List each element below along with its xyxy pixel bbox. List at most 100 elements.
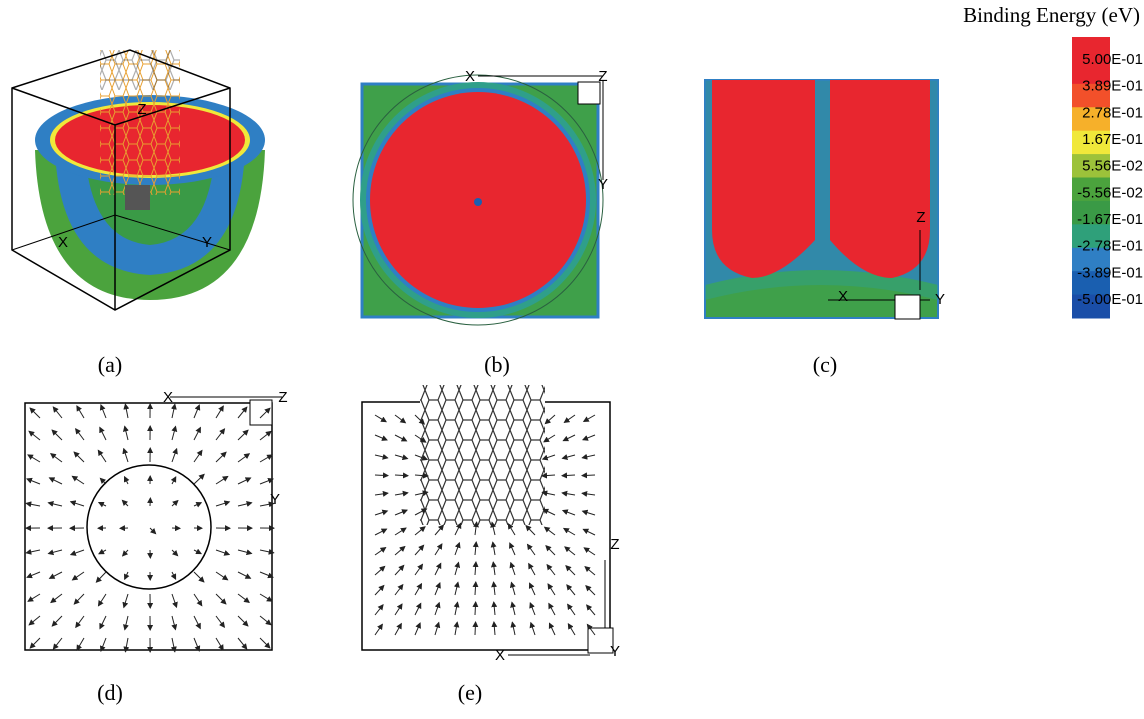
- field-arrow: [512, 622, 515, 635]
- axis-letter: Y: [610, 643, 620, 660]
- field-arrow: [238, 550, 252, 554]
- field-arrow: [74, 594, 84, 604]
- field-arrow: [563, 435, 575, 441]
- field-arrow: [455, 622, 457, 635]
- field-arrow: [48, 550, 62, 554]
- field-arrow: [395, 547, 405, 555]
- field-arrow: [150, 528, 156, 534]
- field-arrow: [475, 542, 476, 555]
- field-arrow: [26, 503, 40, 506]
- field-arrow: [435, 583, 440, 595]
- field-arrow: [100, 616, 106, 629]
- field-arrow: [375, 493, 388, 495]
- field-arrow: [583, 435, 595, 440]
- field-arrow: [29, 616, 40, 625]
- field-arrow: [260, 638, 270, 648]
- field-arrow: [124, 477, 128, 484]
- field-arrow: [583, 511, 595, 515]
- field-arrow: [124, 594, 128, 607]
- field-arrow: [238, 616, 248, 626]
- field-arrow: [51, 594, 62, 603]
- axis-letter: Z: [610, 536, 619, 553]
- field-arrow: [125, 426, 128, 440]
- field-arrow: [493, 542, 495, 555]
- field-arrow: [582, 493, 595, 495]
- field-arrow: [172, 477, 176, 484]
- axis-letter: X: [465, 68, 475, 85]
- field-arrow: [51, 454, 62, 462]
- field-arrow: [260, 431, 271, 440]
- field-arrow: [527, 544, 535, 555]
- field-arrow: [194, 638, 199, 651]
- field-arrow: [415, 564, 422, 575]
- field-arrow: [564, 415, 575, 422]
- field-arrow: [216, 502, 229, 506]
- field-arrow: [238, 454, 249, 462]
- field-arrow: [71, 502, 84, 506]
- panel-b: [353, 75, 603, 325]
- field-arrow: [28, 594, 40, 601]
- field-arrow: [100, 427, 106, 440]
- field-arrow: [30, 638, 40, 648]
- panel-label: (b): [484, 352, 510, 377]
- colorbar-tick-label: -2.78E-01: [1077, 238, 1143, 255]
- axis-letter: Y: [935, 291, 945, 308]
- field-arrow: [48, 503, 62, 506]
- field-arrow: [585, 567, 595, 575]
- field-arrow: [172, 616, 176, 630]
- panel-c: [705, 80, 938, 319]
- panel-a: [12, 50, 265, 310]
- field-arrow: [260, 616, 271, 625]
- field-arrow: [260, 594, 272, 601]
- field-arrow: [375, 605, 383, 615]
- field-arrow: [172, 426, 176, 440]
- field-arrow: [26, 550, 40, 553]
- field-arrow: [77, 638, 84, 650]
- colorbar-tick-label: -3.89E-01: [1077, 264, 1143, 281]
- field-arrow: [194, 616, 200, 628]
- axis-letter: X: [838, 288, 848, 305]
- field-arrow: [27, 572, 40, 577]
- field-arrow: [101, 638, 106, 651]
- colorbar-tick-label: 3.89E-01: [1082, 78, 1143, 95]
- field-arrow: [238, 638, 247, 649]
- colorbar-tick-label: 1.67E-01: [1082, 131, 1143, 148]
- colorbar-tick-label: -1.67E-01: [1077, 211, 1143, 228]
- field-arrow: [238, 503, 252, 506]
- panel-label: (d): [97, 680, 123, 705]
- field-arrow: [531, 623, 535, 635]
- field-arrow: [548, 584, 555, 595]
- field-arrow: [567, 585, 575, 595]
- field-arrow: [582, 475, 595, 476]
- field-arrow: [50, 572, 62, 578]
- field-arrow: [526, 526, 535, 535]
- field-arrow: [530, 603, 535, 615]
- field-arrow: [375, 566, 385, 575]
- panel-d: [25, 397, 282, 652]
- field-arrow: [194, 428, 200, 440]
- field-arrow: [216, 452, 226, 462]
- field-arrow: [122, 500, 128, 506]
- field-arrow: [260, 455, 272, 462]
- colorbar-tick-label: -5.56E-02: [1077, 184, 1143, 201]
- field-arrow: [475, 582, 476, 595]
- colorbar-tick-label: 5.56E-02: [1082, 158, 1143, 175]
- field-arrow: [375, 585, 384, 595]
- field-arrow: [98, 594, 106, 606]
- field-arrow: [493, 562, 495, 575]
- field-arrow: [395, 475, 408, 476]
- field-arrow: [529, 564, 535, 575]
- field-arrow: [100, 478, 106, 484]
- field-arrow: [375, 624, 382, 635]
- field-arrow: [172, 594, 177, 607]
- field-arrow: [455, 602, 458, 615]
- colorbar-title: Binding Energy (eV): [963, 3, 1140, 27]
- field-arrow: [455, 562, 459, 575]
- field-arrow: [494, 622, 495, 635]
- field-arrow: [125, 572, 128, 579]
- field-arrow: [395, 415, 405, 423]
- field-arrow: [77, 406, 84, 418]
- colorbar-tick-label: 5.00E-01: [1082, 51, 1143, 68]
- field-arrow: [52, 616, 62, 626]
- field-arrow: [545, 415, 555, 424]
